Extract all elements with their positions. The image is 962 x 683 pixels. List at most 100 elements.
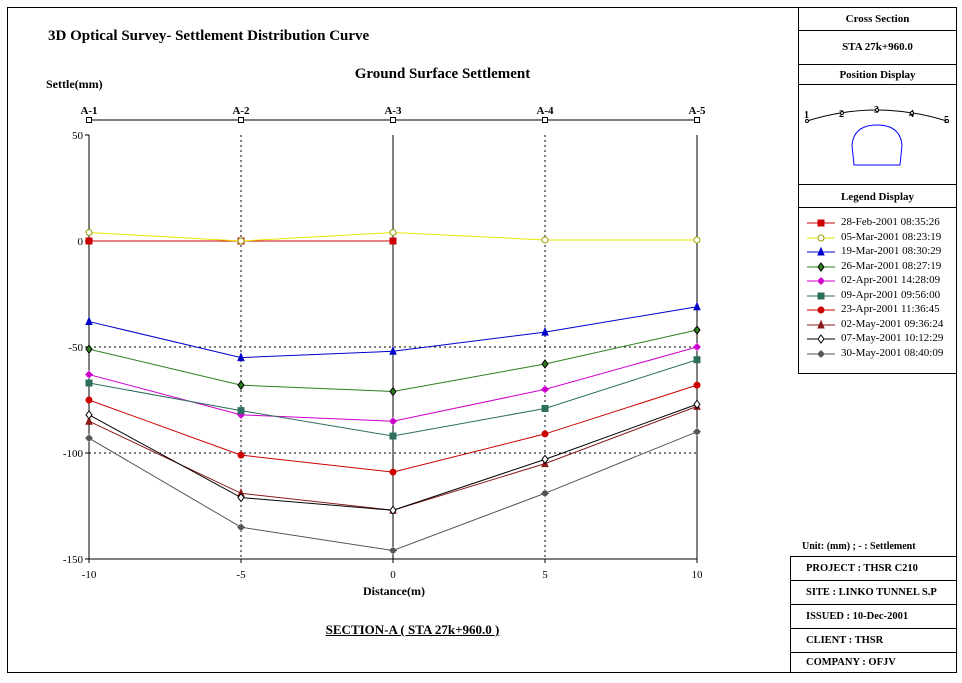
data-point [389, 505, 397, 516]
legend-marker [817, 234, 825, 241]
legend-swatch [807, 319, 835, 328]
data-point [389, 229, 397, 237]
data-point [85, 229, 93, 237]
cross-section-heading: Cross Section [845, 13, 910, 25]
legend-swatch [807, 277, 835, 285]
y-tick-label: -150 [63, 554, 84, 566]
data-point [693, 356, 701, 364]
data-point [85, 379, 93, 387]
series-group [85, 427, 701, 555]
data-point [389, 432, 397, 440]
data-point [389, 468, 397, 476]
legend-label: 23-Apr-2001 11:36:45 [841, 303, 940, 315]
survey-point-marker [390, 117, 396, 123]
page-title: 3D Optical Survey- Settlement Distributi… [48, 28, 370, 44]
data-point [85, 237, 93, 245]
series-group [85, 399, 701, 516]
cross-section-value: STA 27k+960.0 [842, 41, 913, 53]
legend-heading-box: Legend Display [798, 184, 957, 208]
position-marker [840, 111, 844, 115]
data-point [693, 343, 701, 351]
x-tick-label: 10 [692, 569, 704, 581]
data-point [389, 546, 397, 555]
x-tick-label: 5 [542, 569, 548, 581]
x-tick-label: -10 [82, 569, 97, 581]
unit-note: Unit: (mm) ; - : Settlement [802, 541, 916, 552]
x-tick-label: 0 [390, 569, 396, 581]
legend-marker [817, 219, 825, 227]
info-client: CLIENT : THSR [790, 628, 957, 653]
legend-label: 02-May-2001 09:36:24 [841, 317, 944, 330]
data-point [541, 359, 549, 369]
data-point [693, 381, 701, 389]
data-point [389, 237, 397, 245]
data-point [541, 236, 549, 244]
data-point [693, 427, 701, 436]
legend-swatch [807, 349, 835, 358]
data-point [237, 523, 245, 532]
data-point [85, 434, 93, 443]
legend-label: 26-Mar-2001 08:27:19 [841, 259, 942, 272]
legend-label: 28-Feb-2001 08:35:26 [841, 216, 940, 228]
legend-marker [817, 277, 825, 285]
survey-point-label: A-4 [536, 105, 554, 117]
legend-swatch [807, 219, 835, 227]
cross-section-heading-box: Cross Section [798, 7, 957, 31]
info-site: SITE : LINKO TUNNEL S.P [790, 580, 957, 605]
data-point [85, 316, 93, 326]
survey-point-label: A-2 [232, 105, 250, 117]
data-point [85, 396, 93, 404]
data-point [693, 301, 701, 311]
series-group [85, 229, 701, 245]
data-point [693, 325, 701, 335]
position-marker [805, 119, 809, 123]
survey-point-marker [694, 117, 700, 123]
legend-swatch [807, 306, 835, 314]
legend-marker [817, 319, 825, 328]
y-axis-title: Settle(mm) [46, 77, 103, 91]
data-point [237, 451, 245, 459]
legend-label: 07-May-2001 10:12:29 [841, 332, 944, 344]
series-group [85, 301, 701, 362]
legend-label: 09-Apr-2001 09:56:00 [841, 288, 941, 301]
legend-swatch [807, 334, 835, 344]
legend-heading: Legend Display [840, 191, 915, 203]
data-point [541, 430, 549, 438]
legend-swatch [807, 246, 835, 256]
data-point [237, 237, 245, 245]
data-point [85, 410, 93, 420]
data-point [541, 385, 549, 394]
data-point [541, 404, 549, 412]
position-heading: Position Display [839, 69, 916, 81]
tunnel-position-diagram: 1 2 3 4 5 [804, 105, 949, 166]
data-point [389, 386, 397, 397]
legend-marker [817, 349, 825, 358]
section-label: SECTION-A ( STA 27k+960.0 ) [325, 622, 500, 637]
y-tick-label: -50 [68, 342, 83, 354]
survey-point-label: A-5 [688, 105, 706, 117]
position-display-panel: 1 2 3 4 5 [798, 84, 957, 185]
data-point [693, 399, 701, 410]
cross-section-value-box: STA 27k+960.0 [798, 30, 957, 65]
series-group [85, 356, 701, 440]
survey-point-marker [542, 117, 548, 123]
y-tick-label: 50 [72, 130, 84, 142]
data-point [85, 344, 93, 354]
series-group [85, 381, 701, 476]
position-heading-box: Position Display [798, 64, 957, 85]
position-marker [945, 119, 949, 123]
position-marker [910, 111, 914, 115]
data-point [237, 352, 245, 362]
data-point [237, 380, 245, 390]
data-point [237, 492, 245, 503]
legend-marker [817, 334, 825, 344]
position-marker [875, 108, 879, 112]
survey-point-label: A-3 [384, 105, 402, 117]
x-tick-label: -5 [236, 569, 246, 581]
data-point [389, 345, 397, 355]
legend-marker [817, 306, 825, 314]
y-tick-label: -100 [63, 448, 84, 460]
legend-swatch [807, 261, 835, 272]
survey-point-marker [86, 117, 92, 123]
